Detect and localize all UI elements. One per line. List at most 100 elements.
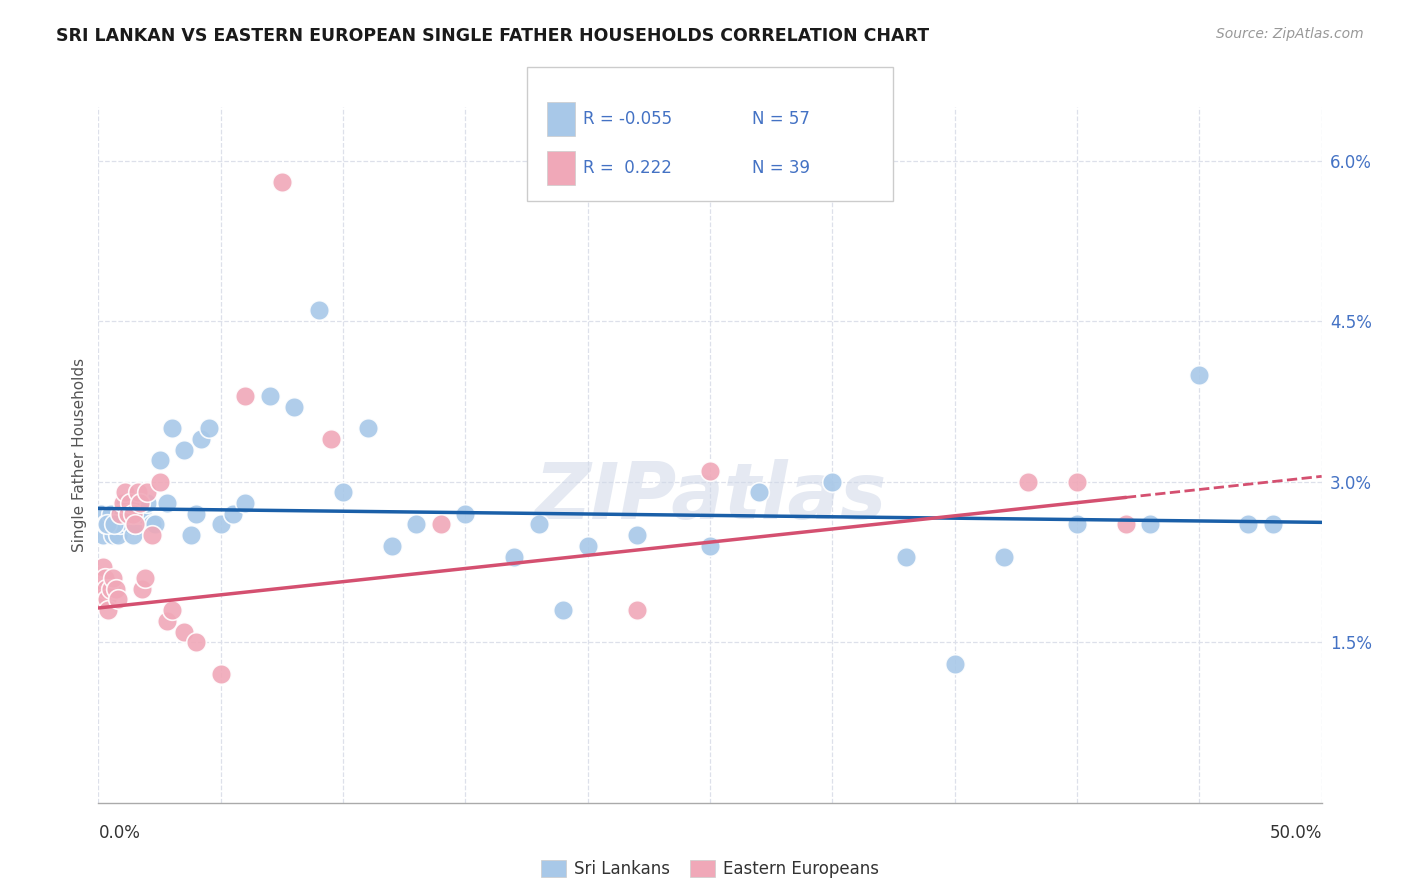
Point <box>103 517 125 532</box>
Text: 0.0%: 0.0% <box>98 824 141 842</box>
Point <box>110 517 132 532</box>
Point <box>96 592 118 607</box>
Point <box>120 496 142 510</box>
Text: N = 39: N = 39 <box>752 159 810 177</box>
Point <box>136 496 159 510</box>
Point <box>117 507 139 521</box>
Point <box>101 528 124 542</box>
Point <box>111 496 134 510</box>
Point <box>94 517 117 532</box>
Point <box>156 496 179 510</box>
Point <box>1139 517 1161 532</box>
Point <box>104 582 127 596</box>
Point <box>104 517 127 532</box>
Point <box>149 475 172 489</box>
Point <box>141 528 163 542</box>
Point <box>405 517 427 532</box>
Point <box>127 507 149 521</box>
Point <box>107 592 129 607</box>
Text: R = -0.055: R = -0.055 <box>583 110 672 128</box>
Point <box>136 485 159 500</box>
Point <box>156 614 179 628</box>
Point <box>120 517 142 532</box>
Point <box>209 517 232 532</box>
Point <box>131 507 153 521</box>
Point <box>381 539 404 553</box>
Point <box>97 517 120 532</box>
Point <box>190 432 212 446</box>
Point <box>319 432 342 446</box>
Point <box>308 303 330 318</box>
Point <box>91 592 114 607</box>
Point <box>993 549 1015 564</box>
Text: N = 57: N = 57 <box>752 110 810 128</box>
Point <box>96 517 118 532</box>
Point <box>114 496 136 510</box>
Point <box>1017 475 1039 489</box>
Point <box>209 667 232 681</box>
Point <box>91 560 114 574</box>
Point <box>1237 517 1260 532</box>
Point <box>1261 517 1284 532</box>
Point <box>626 603 648 617</box>
Point <box>124 517 146 532</box>
Text: ZIPatlas: ZIPatlas <box>534 458 886 534</box>
Point <box>131 582 153 596</box>
Point <box>124 517 146 532</box>
Point <box>101 571 124 585</box>
Point <box>699 464 721 478</box>
Point <box>283 400 305 414</box>
Point <box>1188 368 1211 382</box>
Point <box>173 442 195 457</box>
Point <box>129 496 152 510</box>
Point <box>121 507 143 521</box>
Point <box>748 485 770 500</box>
Point <box>576 539 599 553</box>
Point <box>93 571 115 585</box>
Point <box>1066 475 1088 489</box>
Text: SRI LANKAN VS EASTERN EUROPEAN SINGLE FATHER HOUSEHOLDS CORRELATION CHART: SRI LANKAN VS EASTERN EUROPEAN SINGLE FA… <box>56 27 929 45</box>
Point <box>100 582 122 596</box>
Point <box>270 175 294 189</box>
Point <box>111 507 134 521</box>
Point <box>626 528 648 542</box>
Point <box>332 485 354 500</box>
Point <box>894 549 917 564</box>
Point <box>259 389 281 403</box>
Point <box>454 507 477 521</box>
Point <box>94 582 117 596</box>
Point <box>173 624 195 639</box>
Point <box>943 657 966 671</box>
Point <box>503 549 526 564</box>
Point <box>160 603 183 617</box>
Point <box>430 517 453 532</box>
Y-axis label: Single Father Households: Single Father Households <box>72 358 87 552</box>
Point <box>107 528 129 542</box>
Point <box>160 421 183 435</box>
Point <box>114 485 136 500</box>
Point <box>197 421 219 435</box>
Point <box>91 528 114 542</box>
Point <box>186 507 208 521</box>
Text: Source: ZipAtlas.com: Source: ZipAtlas.com <box>1216 27 1364 41</box>
Point <box>222 507 245 521</box>
Point <box>100 507 122 521</box>
Point <box>1066 517 1088 532</box>
Point <box>699 539 721 553</box>
Point <box>90 582 112 596</box>
Point <box>117 507 139 521</box>
Point <box>110 507 132 521</box>
Point <box>186 635 208 649</box>
Point <box>527 517 550 532</box>
Point <box>134 571 156 585</box>
Point <box>233 496 256 510</box>
Legend: Sri Lankans, Eastern Europeans: Sri Lankans, Eastern Europeans <box>534 854 886 885</box>
Point <box>149 453 172 467</box>
Point <box>233 389 256 403</box>
Text: R =  0.222: R = 0.222 <box>583 159 672 177</box>
Point <box>1115 517 1137 532</box>
Text: 50.0%: 50.0% <box>1270 824 1322 842</box>
Point <box>553 603 575 617</box>
Point <box>97 603 120 617</box>
Point <box>356 421 378 435</box>
